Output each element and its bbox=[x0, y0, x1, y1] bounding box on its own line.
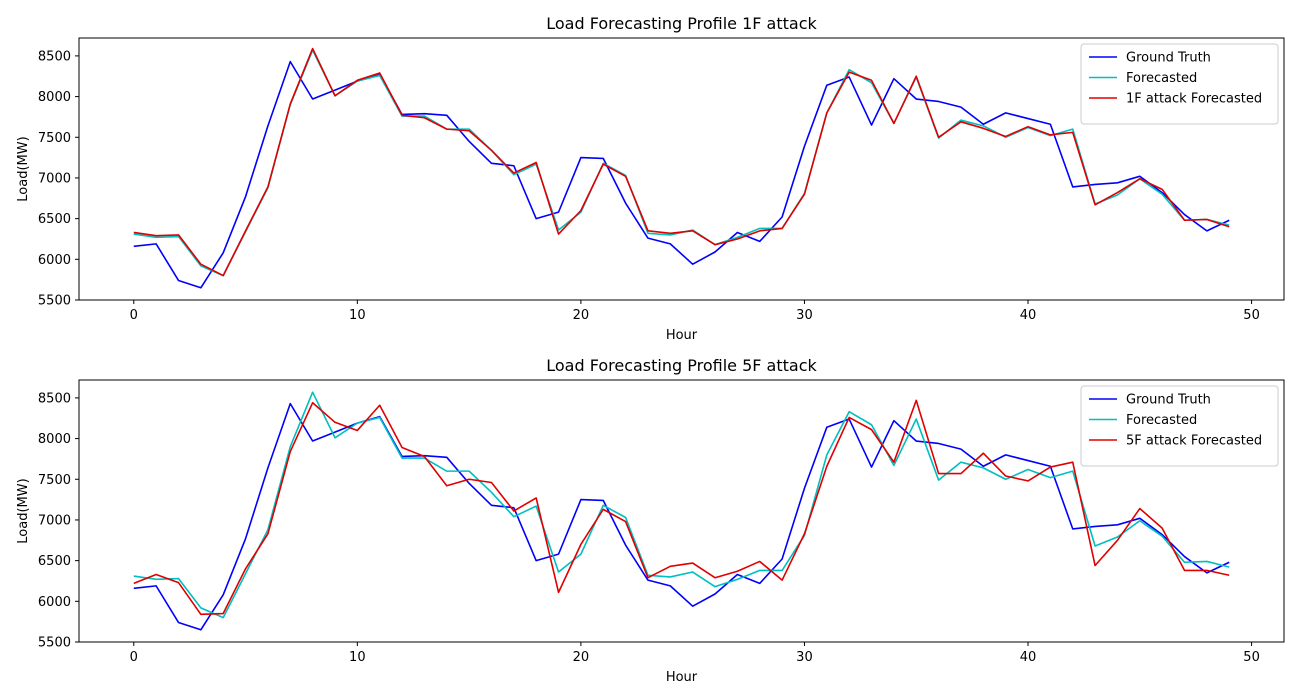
x-tick-label: 0 bbox=[130, 308, 138, 323]
x-axis-label: Hour bbox=[666, 328, 698, 343]
legend-label: Ground Truth bbox=[1126, 51, 1211, 66]
y-tick-label: 6500 bbox=[38, 212, 71, 227]
y-tick-label: 6000 bbox=[38, 253, 71, 268]
y-axis-label: Load(MW) bbox=[16, 136, 31, 201]
x-tick-label: 10 bbox=[349, 650, 366, 665]
legend-box bbox=[1080, 43, 1279, 125]
legend: Ground Truth Forecasted 5F attack Forecast… bbox=[1080, 385, 1279, 467]
chart-title: Load Forecasting Profile 5F attack bbox=[546, 356, 817, 375]
axes-frame bbox=[78, 37, 1285, 301]
series-line-2 bbox=[133, 47, 1230, 277]
x-tick-label: 30 bbox=[796, 650, 813, 665]
y-tick-label: 7500 bbox=[38, 473, 71, 488]
chart-title: Load Forecasting Profile 1F attack bbox=[546, 14, 817, 33]
y-tick-label: 6000 bbox=[38, 595, 71, 610]
series-line-1 bbox=[133, 391, 1230, 619]
y-tick-label: 8000 bbox=[38, 90, 71, 105]
x-tick-label: 50 bbox=[1243, 308, 1260, 323]
series-line-2 bbox=[133, 399, 1230, 616]
legend-label: Forecasted bbox=[1126, 71, 1197, 86]
legend-label: 5F attack Forecasted bbox=[1126, 434, 1262, 449]
x-tick-label: 40 bbox=[1020, 308, 1037, 323]
x-tick-label: 0 bbox=[130, 650, 138, 665]
series-line-0 bbox=[133, 402, 1230, 631]
y-tick-label: 8000 bbox=[38, 432, 71, 447]
y-tick-label: 8500 bbox=[38, 391, 71, 406]
x-tick-label: 20 bbox=[573, 650, 590, 665]
legend-label: 1F attack Forecasted bbox=[1126, 92, 1262, 107]
y-tick-label: 6500 bbox=[38, 554, 71, 569]
legend: Ground Truth Forecasted 1F attack Forecast… bbox=[1080, 43, 1279, 125]
chart-5f-attack: Load Forecasting Profile 5F attack 0 10 20 3… bbox=[16, 356, 1285, 685]
legend-label: Forecasted bbox=[1126, 413, 1197, 428]
plot-area bbox=[133, 47, 1230, 289]
x-axis-label: Hour bbox=[666, 670, 698, 685]
y-tick-label: 7000 bbox=[38, 171, 71, 186]
x-tick-label: 40 bbox=[1020, 650, 1037, 665]
axes-frame bbox=[78, 379, 1285, 643]
y-tick-label: 7500 bbox=[38, 131, 71, 146]
x-tick-label: 50 bbox=[1243, 650, 1260, 665]
x-tick-label: 20 bbox=[573, 308, 590, 323]
y-axis-label: Load(MW) bbox=[16, 478, 31, 543]
y-tick-label: 5500 bbox=[38, 294, 71, 309]
chart-1f-attack: Load Forecasting Profile 1F attack 0 10 20 3… bbox=[16, 14, 1285, 343]
legend-box bbox=[1080, 385, 1279, 467]
y-tick-label: 8500 bbox=[38, 49, 71, 64]
x-tick-label: 10 bbox=[349, 308, 366, 323]
series-line-0 bbox=[133, 60, 1230, 289]
y-tick-label: 5500 bbox=[38, 636, 71, 651]
legend-label: Ground Truth bbox=[1126, 393, 1211, 408]
y-tick-label: 7000 bbox=[38, 513, 71, 528]
plot-area bbox=[133, 391, 1230, 631]
x-tick-label: 30 bbox=[796, 308, 813, 323]
